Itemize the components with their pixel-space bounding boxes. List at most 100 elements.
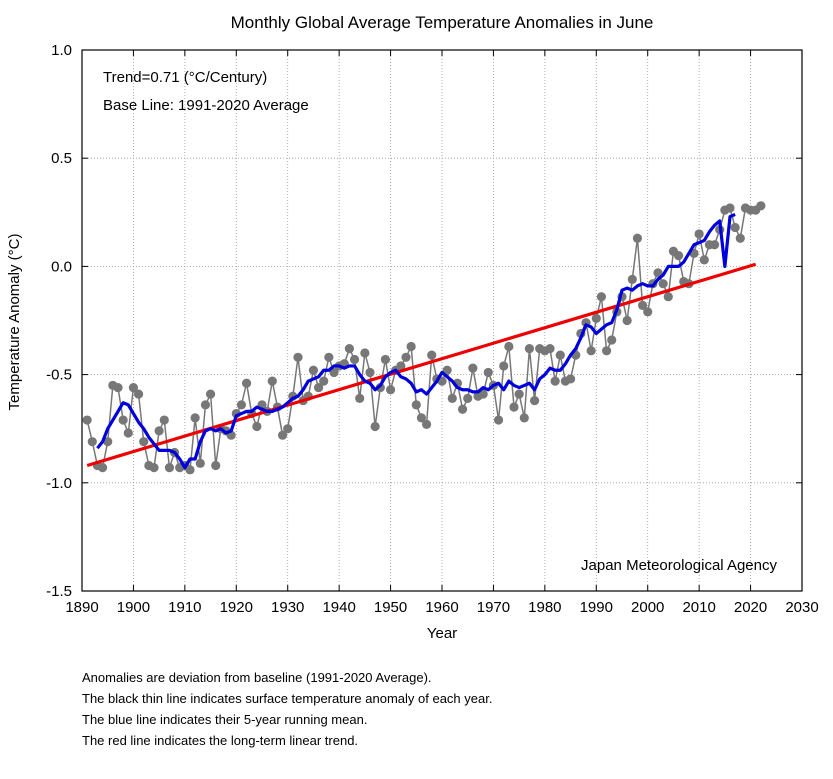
annual-anomaly-point [524,344,535,354]
annual-anomaly-point [601,346,612,356]
annual-anomaly-point [725,203,735,213]
x-tick-label: 1920 [220,599,253,616]
annual-anomaly-point [236,400,247,410]
annual-anomaly-point [396,361,406,371]
annual-anomaly-point [509,402,519,412]
annual-anomaly-point [159,415,169,425]
annual-anomaly-point [82,415,92,425]
annual-anomaly-point [514,389,524,399]
annual-anomaly-point [164,463,175,473]
annual-anomaly-point [735,233,745,243]
annual-anomaly-point [293,352,303,362]
annual-anomaly-point [730,222,740,233]
annual-anomaly-point [483,367,493,378]
annual-anomaly-point [195,458,205,468]
running-mean-line [96,212,736,470]
note-line: The black thin line indicates surface te… [82,691,493,706]
running-mean-series [96,212,736,470]
annual-anomaly-point [709,240,720,250]
annual-anomaly-point [103,437,113,447]
baseline-annotation: Base Line: 1991-2020 Average [103,97,309,114]
annual-anomaly-point [205,389,216,399]
annual-anomaly-point [463,393,473,404]
annual-anomaly-point [128,382,139,393]
annual-anomaly-point [252,421,262,432]
x-tick-label: 1890 [65,599,98,616]
annual-anomaly-point [663,292,673,302]
annual-anomaly-point [565,374,576,384]
note-line: Anomalies are deviation from baseline (1… [82,670,432,685]
note-line: The blue line indicates their 5-year run… [82,712,368,727]
annual-anomaly-point [519,413,529,423]
annual-anomaly-point [154,426,164,436]
notes: Anomalies are deviation from baseline (1… [82,667,492,751]
annual-anomaly-point [694,229,704,239]
annual-anomaly-point [673,250,684,261]
annual-anomaly-line [86,205,762,472]
annual-anomaly-point [139,437,149,447]
annual-anomaly-point [344,344,355,354]
x-tick-label: 1960 [425,599,458,616]
annual-anomaly-point [406,341,416,352]
annual-anomaly-point [113,382,123,393]
annual-anomaly-point [550,376,560,386]
annual-anomaly-point [313,382,324,393]
y-axis: -1.5 -1.0 -0.5 0.0 0.5 1.0 [46,42,802,600]
x-tick-label: 2010 [682,599,715,616]
trend-line [86,262,757,468]
x-tick-label: 1950 [374,599,407,616]
annual-anomaly-point [411,400,421,410]
y-tick-label: 1.0 [51,42,72,59]
annual-anomaly-point [133,389,144,399]
annual-anomaly-point [421,419,432,429]
annual-anomaly-point [267,376,277,386]
annual-anomaly-point [637,300,648,310]
y-tick-label: 0.0 [51,258,72,275]
chart: Monthly Global Average Temperature Anoma… [6,13,819,642]
trend-annotation: Trend=0.71 (°C/Century) [103,69,267,86]
annual-anomaly-point [699,255,709,265]
x-tick-label: 1910 [168,599,201,616]
annual-anomaly-point [596,292,607,302]
x-axis-label: Year [427,625,457,642]
annual-anomaly-point [658,279,668,289]
annual-anomaly-point [555,350,565,360]
annual-anomaly-point [457,404,468,414]
annual-anomaly-point [123,428,133,438]
annual-anomaly-point [447,393,457,404]
y-tick-label: -0.5 [46,367,72,384]
y-tick-label: -1.5 [46,583,72,600]
x-tick-label: 1930 [271,599,304,616]
x-tick-label: 1970 [477,599,510,616]
x-axis: 1890 1900 1910 1920 1930 1940 1950 1960 1970 1980… [65,50,819,616]
annual-anomaly-point [607,335,617,345]
grid [82,50,802,591]
annual-anomaly-point [211,460,221,471]
annual-anomaly-point [355,393,365,404]
y-tick-label: -1.0 [46,475,72,492]
x-tick-label: 1990 [580,599,613,616]
annual-anomaly-point [416,413,427,423]
annual-anomaly-point [427,350,437,360]
annual-anomaly-point [241,378,252,388]
annual-anomaly-point [545,344,555,354]
annual-anomaly-point [586,346,596,356]
annual-anomaly-point [308,365,319,375]
annual-anomaly-point [200,400,211,410]
annual-anomaly-point [499,361,509,371]
annual-anomaly-point [529,395,540,406]
annual-anomaly-point [185,465,195,475]
annual-anomaly-point [349,354,360,365]
x-tick-label: 1980 [528,599,561,616]
annual-anomaly-point [360,348,370,358]
x-tick-label: 1940 [322,599,355,616]
y-tick-label: 0.5 [51,150,72,167]
annual-anomaly-point [385,385,396,395]
x-tick-label: 1900 [117,599,150,616]
annual-anomaly-point [401,352,411,362]
annual-anomaly-point [190,413,200,423]
x-tick-label: 2000 [631,599,664,616]
annual-anomaly-point [283,424,293,434]
annual-anomaly-point [324,352,334,362]
annual-anomaly-point [97,463,108,473]
